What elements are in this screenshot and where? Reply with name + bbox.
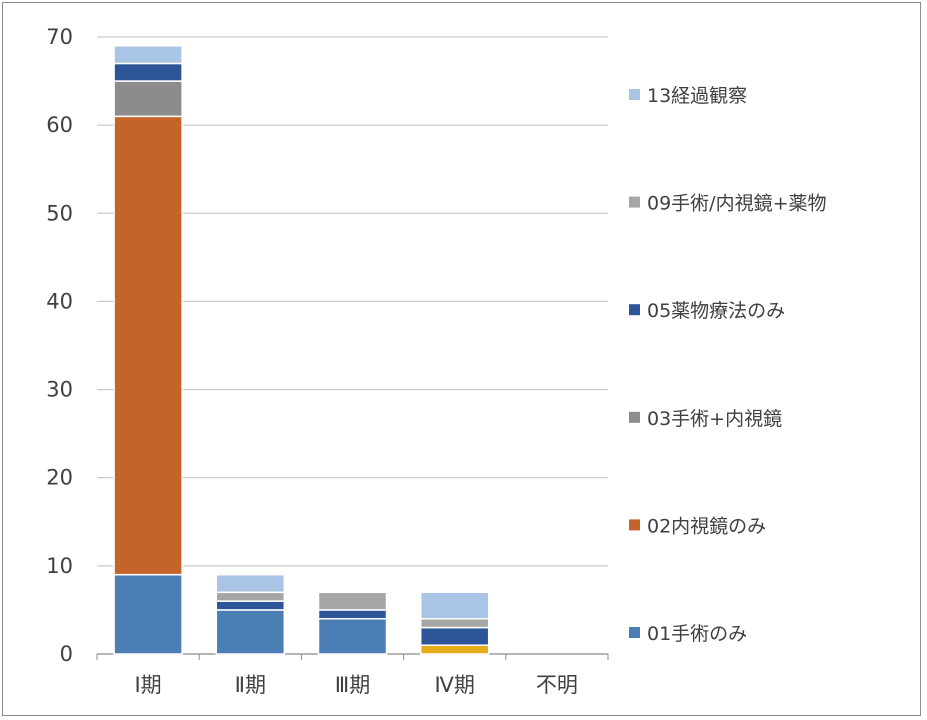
- category-label: Ⅳ期: [435, 673, 475, 697]
- legend-label: 03手術+内視鏡: [647, 408, 782, 430]
- stacked-bar-chart: 0 10 20 30 40 50 60 70 Ⅰ期 Ⅱ期 Ⅲ期 Ⅳ期 不明 13経過観察 09手術/内視…: [46, 25, 827, 697]
- legend-label: 02内視鏡のみ: [647, 515, 766, 537]
- y-tick-label: 20: [46, 466, 73, 490]
- bars: [113, 45, 490, 655]
- bar-segment: [215, 591, 286, 602]
- legend-label: 13経過観察: [647, 85, 747, 107]
- category-labels: Ⅰ期 Ⅱ期 Ⅲ期 Ⅳ期 不明: [134, 673, 577, 697]
- legend-label: 01手術のみ: [647, 623, 747, 645]
- y-tick-label: 30: [46, 378, 73, 402]
- y-tick-label: 60: [46, 113, 73, 137]
- bar-segment: [215, 609, 286, 655]
- bar-segment: [215, 573, 286, 594]
- category-label: Ⅱ期: [235, 673, 266, 697]
- legend-swatch: [629, 304, 640, 316]
- bar-segment: [317, 617, 388, 655]
- bar-segment: [419, 591, 490, 620]
- bar-segment: [317, 591, 388, 611]
- bar-segment: [113, 80, 183, 118]
- y-tick-label: 0: [60, 642, 73, 666]
- bar-segment: [113, 573, 183, 655]
- bar-segment: [113, 115, 183, 576]
- y-tick-label: 40: [46, 289, 73, 313]
- bar-segment: [113, 62, 183, 82]
- category-label: Ⅰ期: [134, 673, 161, 697]
- bar-segment: [419, 644, 490, 655]
- bar-segment: [215, 600, 286, 611]
- bar-segment: [419, 617, 490, 629]
- bar-segment: [419, 626, 490, 646]
- y-tick-label: 10: [46, 554, 73, 578]
- legend-swatch: [629, 519, 640, 531]
- legend-swatch: [629, 411, 640, 423]
- category-label: Ⅲ期: [335, 673, 370, 697]
- category-label: 不明: [536, 673, 578, 697]
- legend-label: 05薬物療法のみ: [647, 300, 785, 322]
- legend-swatch: [629, 196, 640, 208]
- legend-label: 09手術/内視鏡+薬物: [647, 193, 827, 215]
- bar-segment: [317, 609, 388, 620]
- y-tick-label: 50: [46, 201, 73, 225]
- legend: 13経過観察 09手術/内視鏡+薬物 05薬物療法のみ 03手術+内視鏡 02内視鏡のみ…: [629, 85, 827, 645]
- y-tick-label: 70: [46, 25, 73, 49]
- legend-swatch: [629, 627, 640, 638]
- bar-segment: [113, 45, 183, 65]
- legend-swatch: [629, 89, 640, 100]
